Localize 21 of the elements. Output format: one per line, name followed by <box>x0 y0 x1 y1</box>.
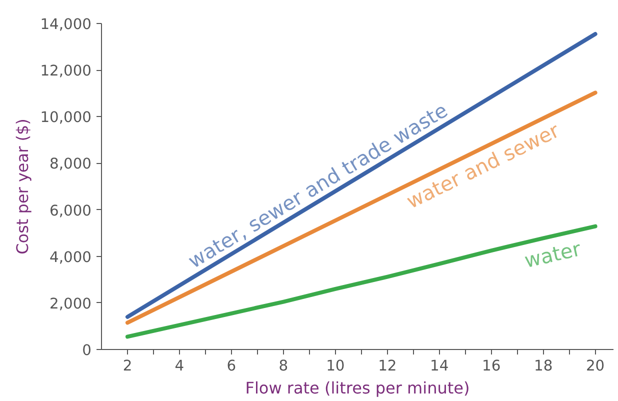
x-tick-label: 18 <box>534 358 553 374</box>
x-tick-label: 6 <box>226 358 236 374</box>
y-tick-label: 6,000 <box>50 202 92 220</box>
x-tick-label: 20 <box>586 358 605 374</box>
y-tick-label: 8,000 <box>50 156 92 173</box>
y-tick-label: 0 <box>82 342 92 359</box>
x-tick-label: 4 <box>174 358 184 374</box>
y-tick-label: 12,000 <box>40 62 92 80</box>
x-tick-label: 2 <box>122 358 132 374</box>
x-tick-label: 14 <box>430 358 449 374</box>
x-axis-title: Flow rate (litres per minute) <box>245 378 470 398</box>
y-tick-label: 2,000 <box>50 295 92 312</box>
y-tick-label: 14,000 <box>40 16 92 33</box>
x-tick-label: 8 <box>278 358 288 374</box>
x-tick-label: 12 <box>378 358 397 374</box>
text: water <box>522 236 584 273</box>
x-tick-label: 16 <box>482 358 501 374</box>
y-tick-label: 10,000 <box>40 109 92 126</box>
x-tick-label: 10 <box>326 358 345 374</box>
y-tick-label: 4,000 <box>50 248 92 266</box>
y-axis-title: Cost per year ($) <box>13 118 32 254</box>
